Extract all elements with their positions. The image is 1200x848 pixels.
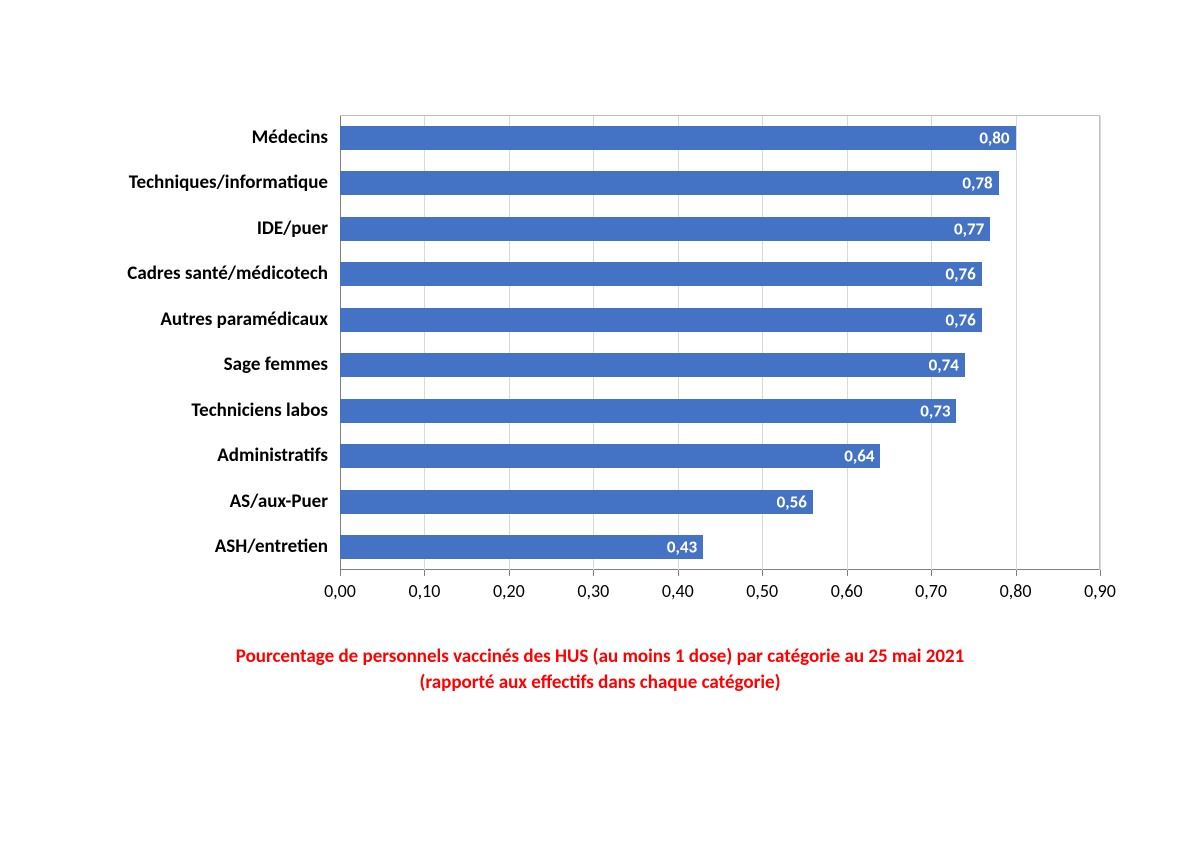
x-tick-mark — [762, 570, 763, 576]
caption-line2: (rapporté aux effectifs dans chaque caté… — [420, 671, 781, 694]
category-label: ASH/entretien — [215, 535, 328, 558]
x-tick-mark — [424, 570, 425, 576]
category-label: Techniques/informatique — [129, 171, 328, 194]
x-tick-label: 0,40 — [662, 580, 694, 602]
category-label: Administratifs — [217, 444, 328, 467]
gridline — [1100, 116, 1101, 570]
x-tick-label: 0,10 — [409, 580, 441, 602]
x-tick-label: 0,80 — [1000, 580, 1032, 602]
bar-value-label: 0,74 — [929, 355, 959, 376]
bar: 0,78 — [340, 171, 999, 195]
bar: 0,73 — [340, 399, 956, 423]
x-tick-mark — [509, 570, 510, 576]
bar-value-label: 0,73 — [920, 400, 950, 421]
bar: 0,76 — [340, 308, 982, 332]
chart-caption: Pourcentage de personnels vaccinés des H… — [100, 644, 1100, 695]
bar: 0,80 — [340, 126, 1016, 150]
x-tick-mark — [1100, 570, 1101, 576]
x-tick-label: 0,00 — [324, 580, 356, 602]
x-tick-mark — [340, 570, 341, 576]
bar: 0,74 — [340, 353, 965, 377]
category-label: IDE/puer — [257, 217, 328, 240]
chart-container: Pourcentage de personnels vaccinés des H… — [0, 0, 1200, 848]
category-label: AS/aux-Puer — [230, 490, 328, 513]
bar-value-label: 0,78 — [962, 173, 992, 194]
bar-value-label: 0,76 — [946, 264, 976, 285]
gridline — [1016, 116, 1017, 570]
bar-value-label: 0,43 — [667, 537, 697, 558]
bar-value-label: 0,77 — [954, 218, 984, 239]
x-tick-mark — [593, 570, 594, 576]
bar-value-label: 0,56 — [777, 491, 807, 512]
x-axis-line — [340, 569, 1099, 570]
x-tick-mark — [931, 570, 932, 576]
bar: 0,77 — [340, 217, 990, 241]
x-tick-label: 0,90 — [1084, 580, 1116, 602]
x-tick-mark — [678, 570, 679, 576]
bar: 0,64 — [340, 444, 880, 468]
category-label: Sage femmes — [224, 353, 328, 376]
x-tick-mark — [1016, 570, 1017, 576]
x-tick-mark — [847, 570, 848, 576]
bar-value-label: 0,64 — [844, 446, 874, 467]
bar-value-label: 0,76 — [946, 309, 976, 330]
x-tick-label: 0,20 — [493, 580, 525, 602]
x-tick-label: 0,70 — [915, 580, 947, 602]
category-label: Autres paramédicaux — [160, 308, 328, 331]
category-label: Médecins — [252, 126, 328, 149]
bar: 0,43 — [340, 535, 703, 559]
bar-value-label: 0,80 — [979, 127, 1009, 148]
x-tick-label: 0,60 — [831, 580, 863, 602]
category-label: Cadres santé/médicotech — [127, 262, 328, 285]
x-tick-label: 0,30 — [577, 580, 609, 602]
x-tick-label: 0,50 — [746, 580, 778, 602]
bar: 0,56 — [340, 490, 813, 514]
bar: 0,76 — [340, 262, 982, 286]
caption-line1: Pourcentage de personnels vaccinés des H… — [236, 645, 964, 668]
category-label: Techniciens labos — [191, 399, 328, 422]
